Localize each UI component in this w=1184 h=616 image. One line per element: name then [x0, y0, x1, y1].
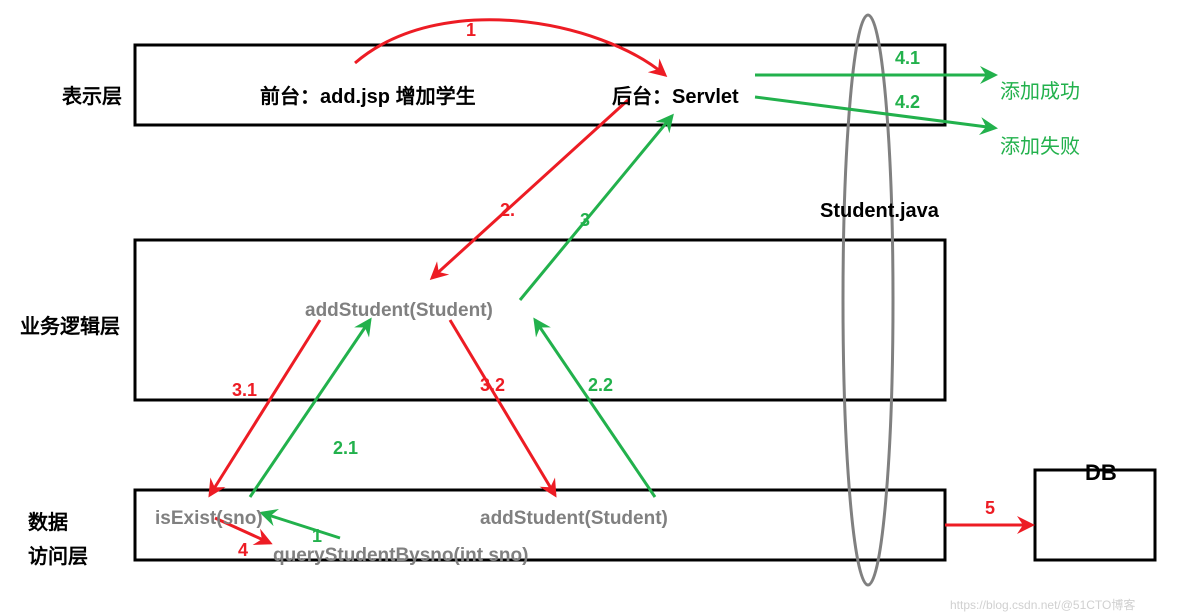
- result-success: 添加成功: [1000, 75, 1080, 104]
- arrow-label-1: 1: [466, 20, 476, 41]
- arrow-1: [355, 20, 665, 75]
- arrow-label-3: 3: [580, 210, 590, 231]
- arrow-q1: [262, 513, 340, 538]
- arrow-2.2: [535, 320, 655, 497]
- layer-label-data-2: 访问层: [28, 540, 88, 569]
- node-back: 后台：Servlet: [612, 80, 739, 109]
- layer-label-presentation: 表示层: [62, 80, 122, 109]
- arrow-2: [432, 100, 628, 278]
- arrow-label-2.2: 2.2: [588, 375, 613, 396]
- layer-label-data-1: 数据: [28, 506, 68, 535]
- node-student-java: Student.java: [820, 200, 939, 223]
- layer-box-presentation: [135, 45, 945, 125]
- node-isexist: isExist(sno): [155, 508, 263, 530]
- node-querystudent: queryStudentBysno(int sno): [273, 545, 528, 567]
- arrow-label-3.1: 3.1: [232, 380, 257, 401]
- node-addstudent-business: addStudent(Student): [305, 300, 493, 322]
- arrow-label-2: 2.: [500, 200, 515, 221]
- arrow-2.1: [250, 320, 370, 497]
- layer-box-business: [135, 240, 945, 400]
- arrow-label-q1: 1: [312, 526, 322, 547]
- arrow-label-4.1: 4.1: [895, 48, 920, 69]
- arrow-4.2: [755, 97, 995, 128]
- student-java-ellipse: [843, 15, 893, 585]
- arrow-label-3.2: 3.2: [480, 375, 505, 396]
- arrow-3.2: [450, 320, 555, 495]
- node-db-label: DB: [1085, 460, 1117, 486]
- layer-label-business: 业务逻辑层: [20, 310, 120, 339]
- arrow-label-5: 5: [985, 498, 995, 519]
- arrow-3: [520, 116, 672, 300]
- watermark: https://blog.csdn.net/@51CTO博客: [950, 596, 1135, 613]
- arrow-3.1: [210, 320, 320, 495]
- arrow-label-2.1: 2.1: [333, 438, 358, 459]
- arrow-label-q4: 4: [238, 540, 248, 561]
- node-front: 前台：add.jsp 增加学生: [260, 80, 476, 109]
- result-fail: 添加失败: [1000, 130, 1080, 159]
- node-addstudent-data: addStudent(Student): [480, 508, 668, 530]
- arrow-label-4.2: 4.2: [895, 92, 920, 113]
